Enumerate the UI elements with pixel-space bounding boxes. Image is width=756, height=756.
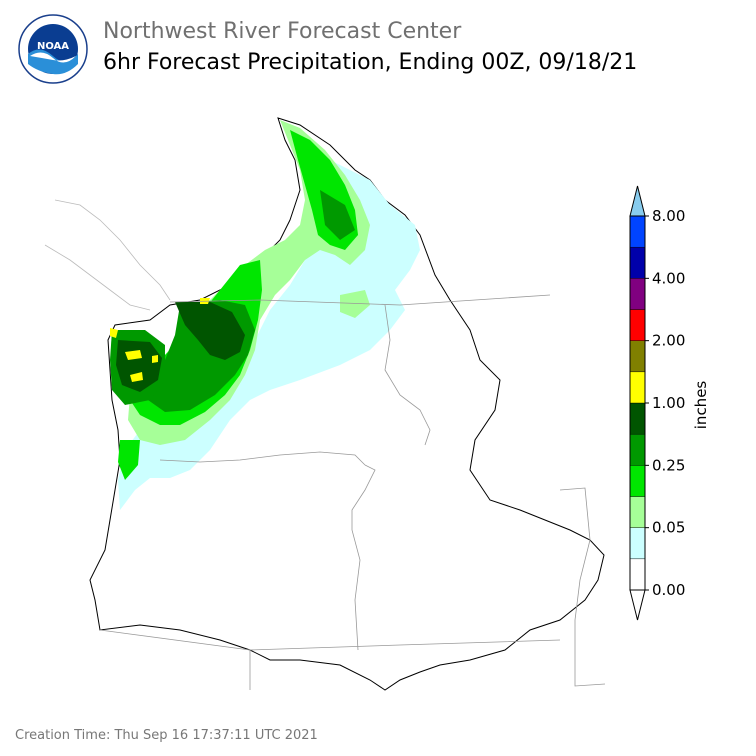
legend-over-triangle [629,185,646,217]
noaa-logo-text: NOAA [37,41,69,52]
creation-time: Creation Time: Thu Sep 16 17:37:11 UTC 2… [15,728,318,743]
legend-bin [629,371,646,404]
basin-outline [89,117,605,691]
legend-tick-label: 0.25 [652,456,685,474]
precip-2-00-areas [110,298,210,382]
noaa-logo: NOAA [18,14,88,84]
legend-bin [629,527,646,560]
legend-bin [629,402,646,435]
product-title: 6hr Forecast Precipitation, Ending 00Z, … [103,50,638,75]
legend-bin [629,309,646,341]
state-borders [99,294,606,690]
legend-bin [629,278,646,310]
legend-bin [629,465,646,497]
coastline [44,199,171,311]
legend-tick-label: 2.00 [652,332,685,350]
legend-under-triangle [629,589,646,621]
organization-title: Northwest River Forecast Center [103,19,462,44]
legend-bin [629,246,646,279]
legend-ticks: 8.00 4.00 2.00 1.00 0.25 0.05 0.00 [645,207,685,599]
legend-unit-label: inches [692,381,710,430]
legend-tick-label: 4.00 [652,269,685,287]
precipitation-legend: 8.00 4.00 2.00 1.00 0.25 0.05 0.00 inches [629,185,710,621]
legend-tick-label: 1.00 [652,394,685,412]
legend-tick-label: 0.00 [652,581,685,599]
legend-bin [629,340,646,373]
legend-bin [629,433,646,466]
legend-bins [629,215,646,591]
legend-bin [629,215,646,248]
legend-bin [629,558,646,591]
legend-bin [629,496,646,528]
legend-tick-label: 0.05 [652,519,685,537]
legend-tick-label: 8.00 [652,207,685,225]
